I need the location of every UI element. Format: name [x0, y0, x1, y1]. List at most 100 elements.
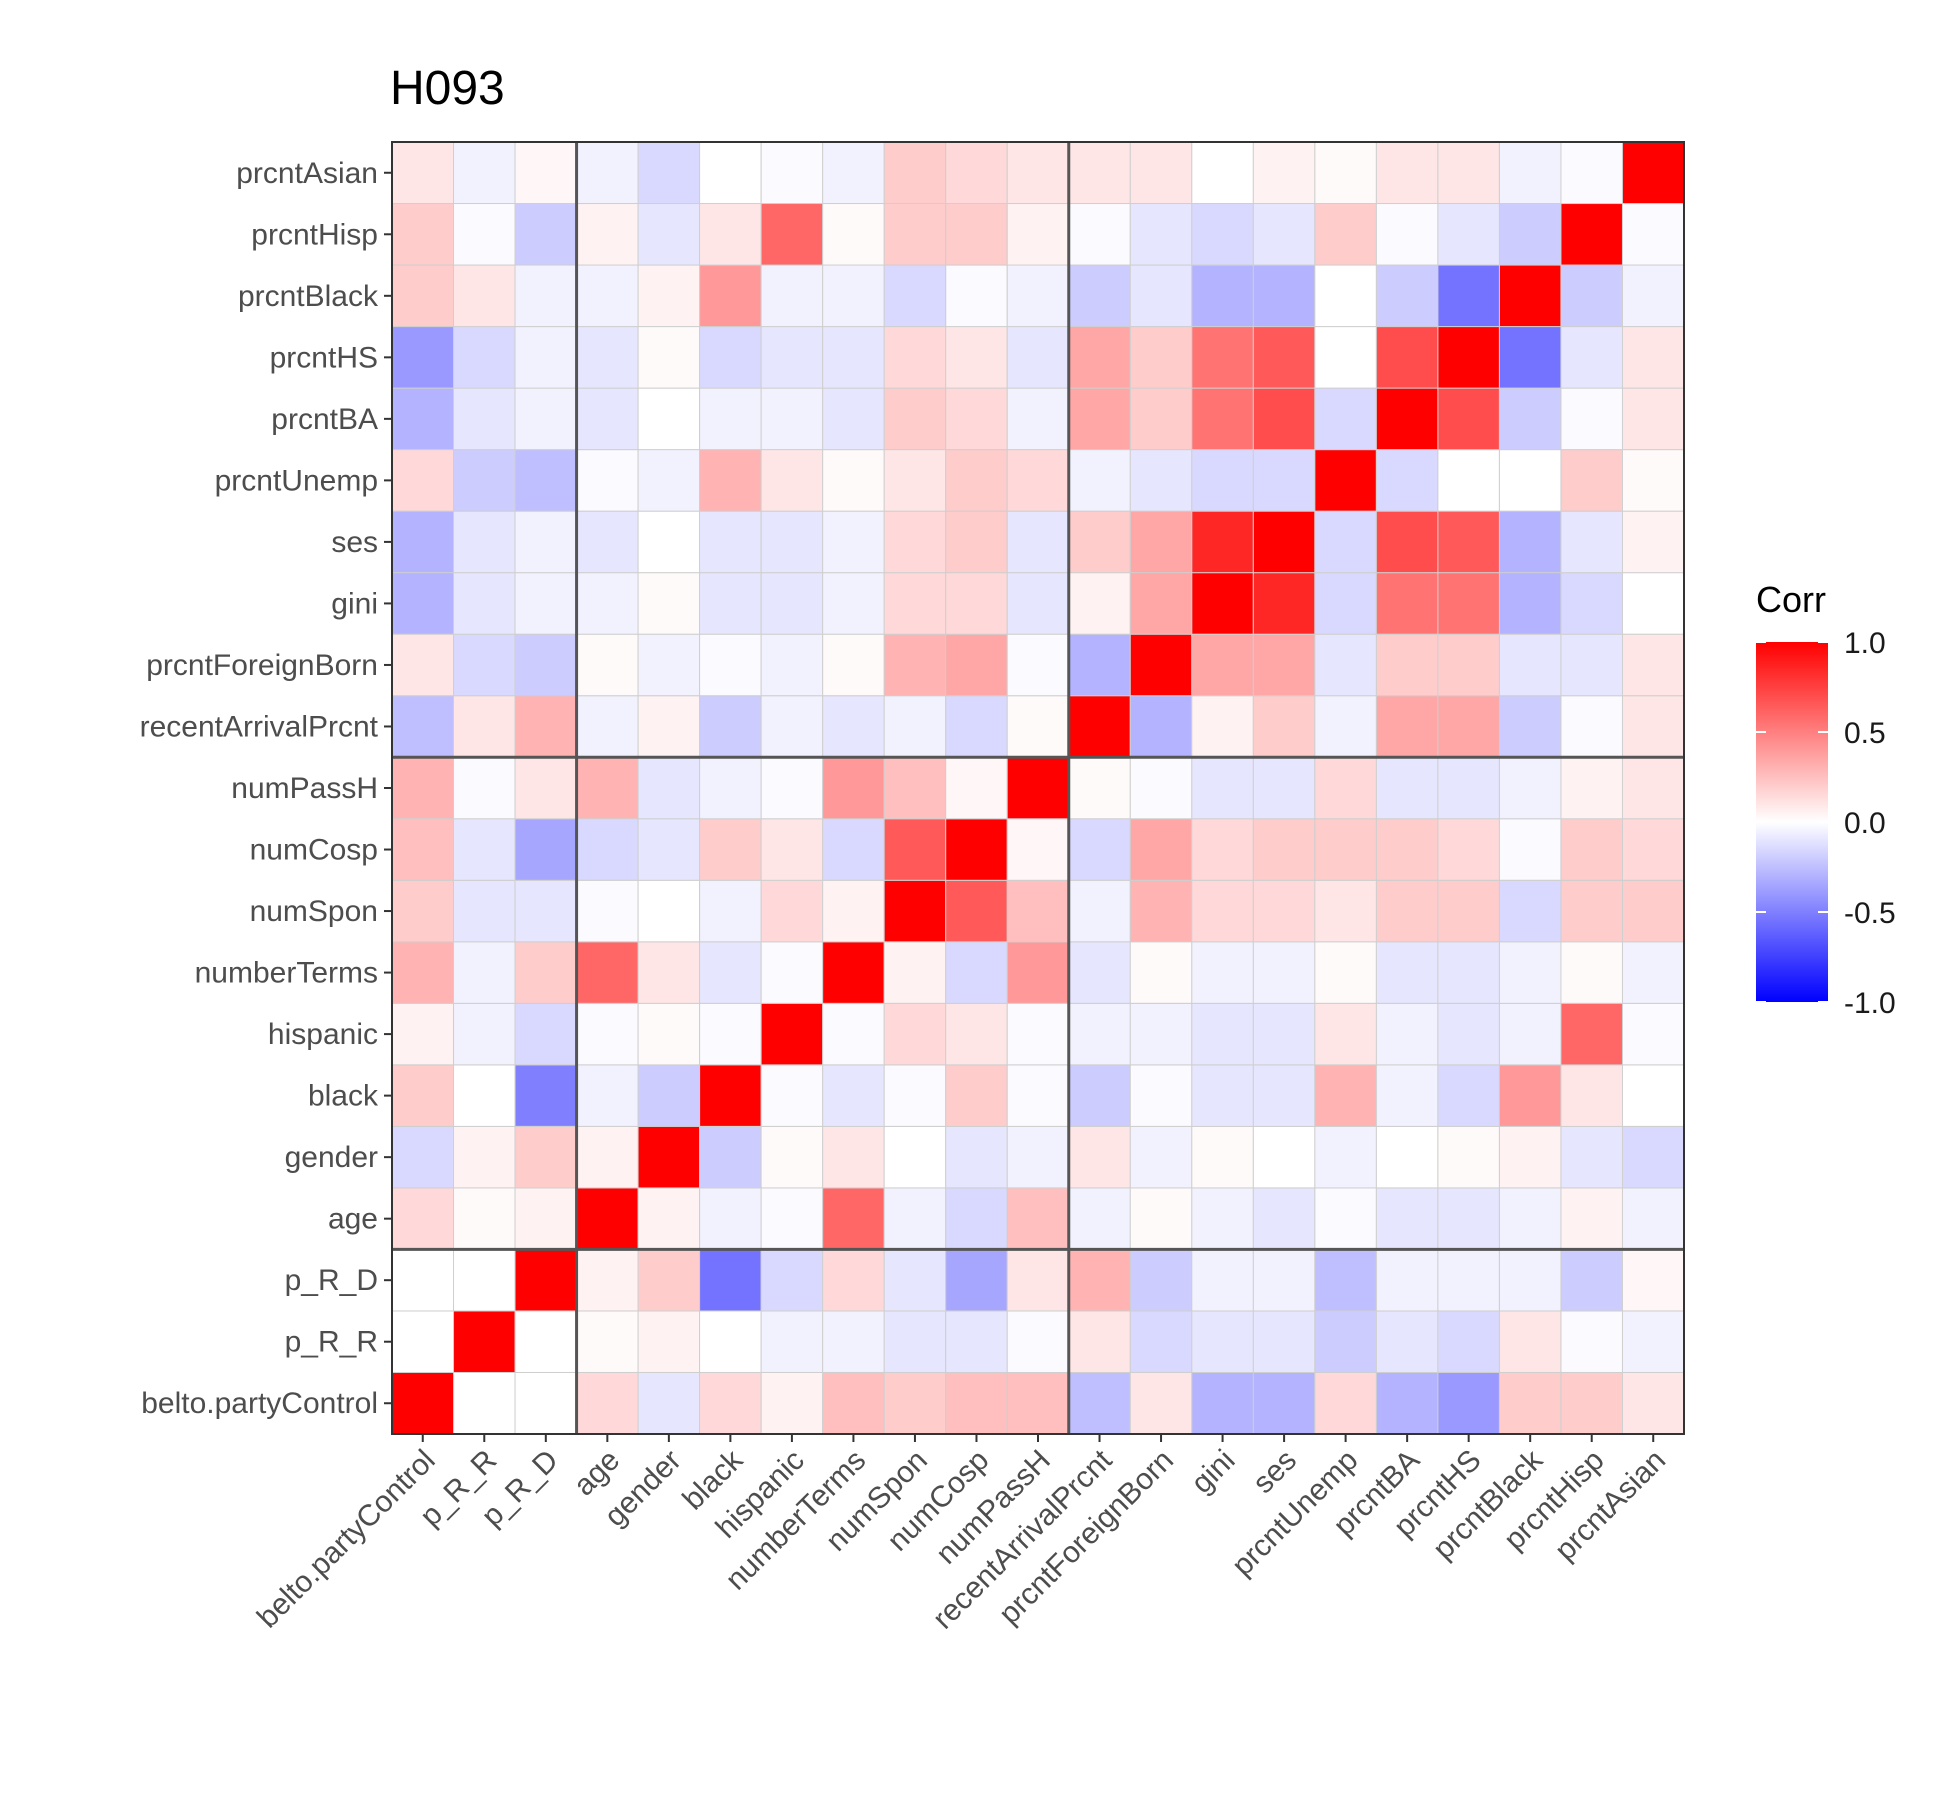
heatmap-cell-age-prcntForeignBorn	[576, 633, 639, 697]
heatmap-cell-numSpon-prcntBA	[883, 387, 947, 451]
heatmap-cell-age-prcntBlack	[576, 264, 639, 328]
heatmap-cell-prcntBA-prcntUnemp	[1375, 449, 1439, 512]
heatmap-cell-numPassH-prcntBA	[1006, 387, 1070, 451]
heatmap-cell-hispanic-age	[760, 1187, 824, 1250]
heatmap-cell-black-gini	[699, 572, 762, 635]
heatmap-cell-gini-numberTerms	[1191, 941, 1254, 1004]
heatmap-cell-p_R_D-prcntForeignBorn	[514, 633, 578, 697]
heatmap-cell-prcntForeignBorn-numSpon	[1129, 879, 1193, 943]
heatmap-cell-prcntForeignBorn-p_R_R	[1129, 1310, 1193, 1373]
heatmap-cell-ses-black	[1252, 1064, 1316, 1127]
heatmap-cell-p_R_D-p_R_D	[514, 1248, 578, 1312]
heatmap-cell-gender-prcntUnemp	[637, 449, 701, 512]
heatmap-cell-numPassH-hispanic	[1006, 1002, 1070, 1066]
heatmap-cell-recentArrivalPrcnt-numPassH	[1068, 756, 1131, 820]
heatmap-cell-p_R_D-ses	[514, 510, 578, 574]
heatmap-cell-prcntUnemp-belto.partyControl	[1314, 1371, 1377, 1435]
heatmap-cell-prcntForeignBorn-gender	[1129, 1125, 1193, 1189]
heatmap-cell-prcntHisp-age	[1560, 1187, 1623, 1250]
y-tick-label-prcntUnemp: prcntUnemp	[215, 464, 378, 497]
heatmap-cell-hispanic-prcntHisp	[760, 203, 824, 266]
heatmap-cell-p_R_D-numPassH	[514, 756, 578, 820]
heatmap-cell-gender-gini	[637, 572, 701, 635]
heatmap-cell-black-belto.partyControl	[699, 1371, 762, 1435]
heatmap-cell-numSpon-p_R_R	[883, 1310, 947, 1373]
heatmap-cell-numCosp-prcntHS	[945, 326, 1008, 389]
heatmap-cell-prcntAsian-prcntHisp	[1621, 203, 1685, 266]
heatmap-cell-gini-age	[1191, 1187, 1254, 1250]
heatmap-cell-belto.partyControl-hispanic	[391, 1002, 455, 1066]
heatmap-cell-prcntUnemp-prcntHS	[1314, 326, 1377, 389]
heatmap-cell-prcntBlack-numCosp	[1498, 818, 1562, 881]
heatmap-cell-numCosp-gini	[945, 572, 1008, 635]
heatmap-cell-numCosp-numCosp	[945, 818, 1008, 881]
heatmap-cell-hispanic-black	[760, 1064, 824, 1127]
heatmap-cell-p_R_R-prcntUnemp	[453, 449, 516, 512]
heatmap-cell-prcntBA-numberTerms	[1375, 941, 1439, 1004]
heatmap-cell-prcntAsian-prcntUnemp	[1621, 449, 1685, 512]
heatmap-cell-p_R_R-numSpon	[453, 879, 516, 943]
heatmap-cell-gini-p_R_D	[1191, 1248, 1254, 1312]
heatmap-cell-black-prcntAsian	[699, 141, 762, 205]
heatmap-cell-hispanic-prcntBlack	[760, 264, 824, 328]
heatmap-cell-prcntHS-prcntBA	[1437, 387, 1500, 451]
heatmap-cell-numPassH-recentArrivalPrcnt	[1006, 695, 1070, 758]
heatmap-cell-prcntHisp-prcntHisp	[1560, 203, 1623, 266]
heatmap-cell-prcntBlack-p_R_R	[1498, 1310, 1562, 1373]
heatmap-cell-prcntBA-gini	[1375, 572, 1439, 635]
y-tick-label-numPassH: numPassH	[231, 772, 378, 805]
heatmap-cell-p_R_R-prcntForeignBorn	[453, 633, 516, 697]
heatmap-cell-prcntBA-numCosp	[1375, 818, 1439, 881]
heatmap-cell-numSpon-prcntHisp	[883, 203, 947, 266]
heatmap-cell-prcntBA-black	[1375, 1064, 1439, 1127]
heatmap-cell-prcntBA-age	[1375, 1187, 1439, 1250]
heatmap-cell-prcntUnemp-p_R_D	[1314, 1248, 1377, 1312]
heatmap-cell-prcntForeignBorn-hispanic	[1129, 1002, 1193, 1066]
heatmap-cell-p_R_R-p_R_R	[453, 1310, 516, 1373]
heatmap-cell-gini-recentArrivalPrcnt	[1191, 695, 1254, 758]
heatmap-cell-prcntBlack-ses	[1498, 510, 1562, 574]
heatmap-cell-prcntUnemp-numCosp	[1314, 818, 1377, 881]
heatmap-cell-prcntForeignBorn-belto.partyControl	[1129, 1371, 1193, 1435]
heatmap-cell-recentArrivalPrcnt-belto.partyControl	[1068, 1371, 1131, 1435]
heatmap-cell-gender-prcntForeignBorn	[637, 633, 701, 697]
heatmap-cell-p_R_R-recentArrivalPrcnt	[453, 695, 516, 758]
heatmap-cell-numSpon-numSpon	[883, 879, 947, 943]
heatmap-cell-prcntForeignBorn-numPassH	[1129, 756, 1193, 820]
heatmap-cell-numSpon-ses	[883, 510, 947, 574]
heatmap-cell-hispanic-prcntHS	[760, 326, 824, 389]
heatmap-cell-hispanic-gini	[760, 572, 824, 635]
heatmap-cell-numberTerms-belto.partyControl	[822, 1371, 885, 1435]
heatmap-cell-prcntAsian-black	[1621, 1064, 1685, 1127]
heatmap-cell-prcntAsian-ses	[1621, 510, 1685, 574]
heatmap-cell-numberTerms-numSpon	[822, 879, 885, 943]
heatmap-cell-hispanic-prcntBA	[760, 387, 824, 451]
heatmap-cell-black-ses	[699, 510, 762, 574]
heatmap-cell-p_R_D-recentArrivalPrcnt	[514, 695, 578, 758]
heatmap-cell-prcntBA-prcntBlack	[1375, 264, 1439, 328]
heatmap-cell-p_R_R-prcntHS	[453, 326, 516, 389]
heatmap-cell-numSpon-belto.partyControl	[883, 1371, 947, 1435]
heatmap-cell-hispanic-gender	[760, 1125, 824, 1189]
heatmap-cell-prcntHisp-p_R_R	[1560, 1310, 1623, 1373]
heatmap-cell-p_R_D-prcntBA	[514, 387, 578, 451]
heatmap-cell-recentArrivalPrcnt-numberTerms	[1068, 941, 1131, 1004]
heatmap-cell-prcntHS-prcntUnemp	[1437, 449, 1500, 512]
heatmap-cell-prcntBlack-prcntBlack	[1498, 264, 1562, 328]
heatmap-cell-prcntAsian-numPassH	[1621, 756, 1685, 820]
heatmap-cell-recentArrivalPrcnt-prcntAsian	[1068, 141, 1131, 205]
heatmap-cell-numSpon-gender	[883, 1125, 947, 1189]
heatmap-cell-belto.partyControl-prcntBlack	[391, 264, 455, 328]
heatmap-cell-age-numSpon	[576, 879, 639, 943]
heatmap-cell-numCosp-recentArrivalPrcnt	[945, 695, 1008, 758]
heatmap-cell-numberTerms-prcntBA	[822, 387, 885, 451]
heatmap-cell-gini-numSpon	[1191, 879, 1254, 943]
heatmap-cell-prcntBlack-prcntForeignBorn	[1498, 633, 1562, 697]
heatmap-cell-prcntBlack-numPassH	[1498, 756, 1562, 820]
heatmap-cell-numberTerms-age	[822, 1187, 885, 1250]
heatmap-cell-numPassH-numPassH	[1006, 756, 1070, 820]
heatmap-cell-prcntBA-numSpon	[1375, 879, 1439, 943]
heatmap-cell-ses-recentArrivalPrcnt	[1252, 695, 1316, 758]
heatmap-cell-numberTerms-p_R_R	[822, 1310, 885, 1373]
heatmap-cell-prcntUnemp-ses	[1314, 510, 1377, 574]
